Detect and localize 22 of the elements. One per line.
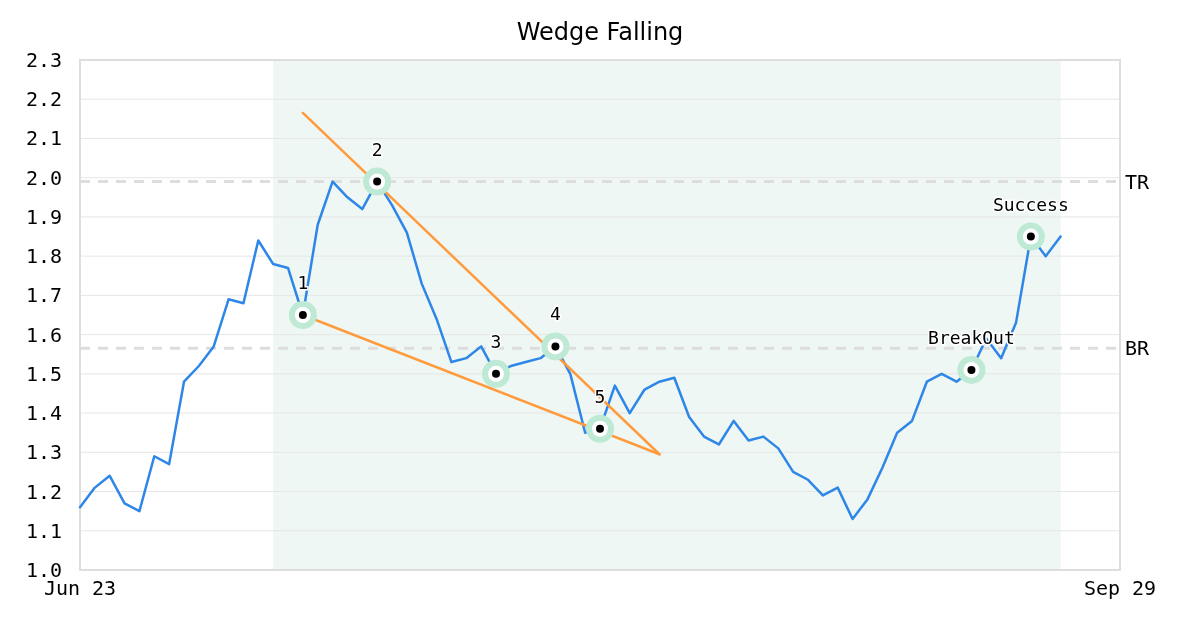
ref-line-label: TR (1125, 169, 1151, 194)
annotation: 4 (550, 303, 561, 325)
y-tick-label: 1.9 (25, 204, 63, 229)
ref-line-label: BR (1125, 336, 1151, 361)
y-tick-label: 2.2 (25, 87, 63, 112)
y-tick-label: 1.2 (25, 479, 63, 504)
y-tick-label: 2.0 (25, 165, 63, 190)
y-tick-label: 1.3 (25, 440, 63, 465)
x-tick-label: Sep 29 (1083, 576, 1157, 600)
annotation: 2 (371, 138, 383, 160)
y-tick-label: 2.3 (25, 48, 63, 72)
chart-title: Wedge Falling (516, 18, 684, 46)
annotation: Success (992, 193, 1069, 215)
y-tick-label: 1.1 (25, 518, 63, 543)
y-tick-label: 1.5 (25, 361, 63, 386)
y-tick-label: 1.6 (25, 322, 63, 347)
y-tick-label: 1.4 (25, 401, 63, 426)
annotation: 3 (490, 330, 502, 352)
y-tick-label: 2.1 (25, 126, 63, 151)
y-tick-label: 1.8 (25, 244, 63, 269)
y-tick-label: 1.7 (25, 283, 63, 308)
annotation: 1 (297, 272, 309, 293)
